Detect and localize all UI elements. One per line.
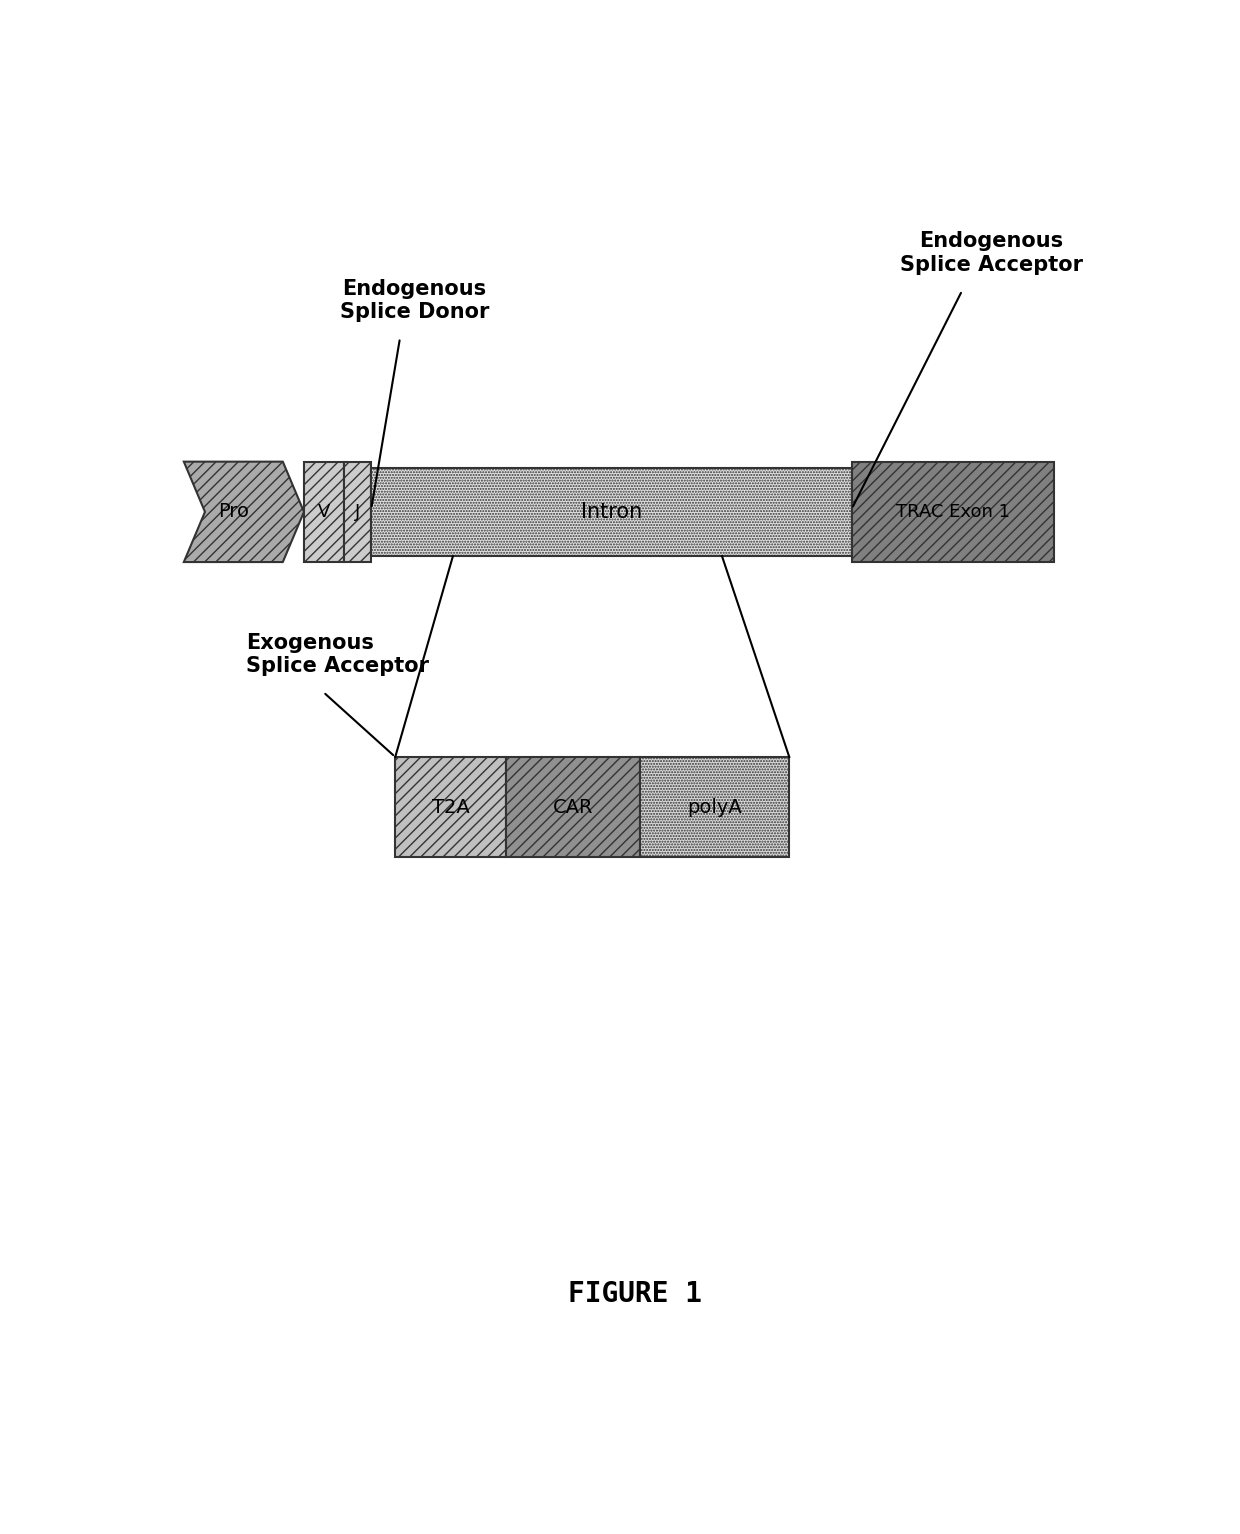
Bar — [640, 756, 790, 858]
Bar — [371, 468, 852, 557]
Text: FIGURE 1: FIGURE 1 — [568, 1281, 703, 1309]
Text: Endogenous
Splice Donor: Endogenous Splice Donor — [340, 279, 489, 322]
Text: polyA: polyA — [687, 798, 743, 816]
Text: Exogenous
Splice Acceptor: Exogenous Splice Acceptor — [247, 634, 429, 676]
Text: Pro: Pro — [218, 502, 249, 522]
Text: T2A: T2A — [432, 798, 470, 816]
Text: CAR: CAR — [553, 798, 593, 816]
Text: J: J — [355, 503, 361, 522]
Text: Intron: Intron — [580, 502, 642, 522]
Bar — [396, 756, 506, 858]
Bar — [345, 462, 371, 561]
Text: Endogenous
Splice Acceptor: Endogenous Splice Acceptor — [899, 232, 1083, 275]
Text: V: V — [317, 503, 330, 522]
Bar — [304, 462, 345, 561]
Text: TRAC Exon 1: TRAC Exon 1 — [895, 503, 1009, 522]
Polygon shape — [184, 462, 304, 561]
Bar — [506, 756, 640, 858]
Bar — [852, 462, 1054, 561]
